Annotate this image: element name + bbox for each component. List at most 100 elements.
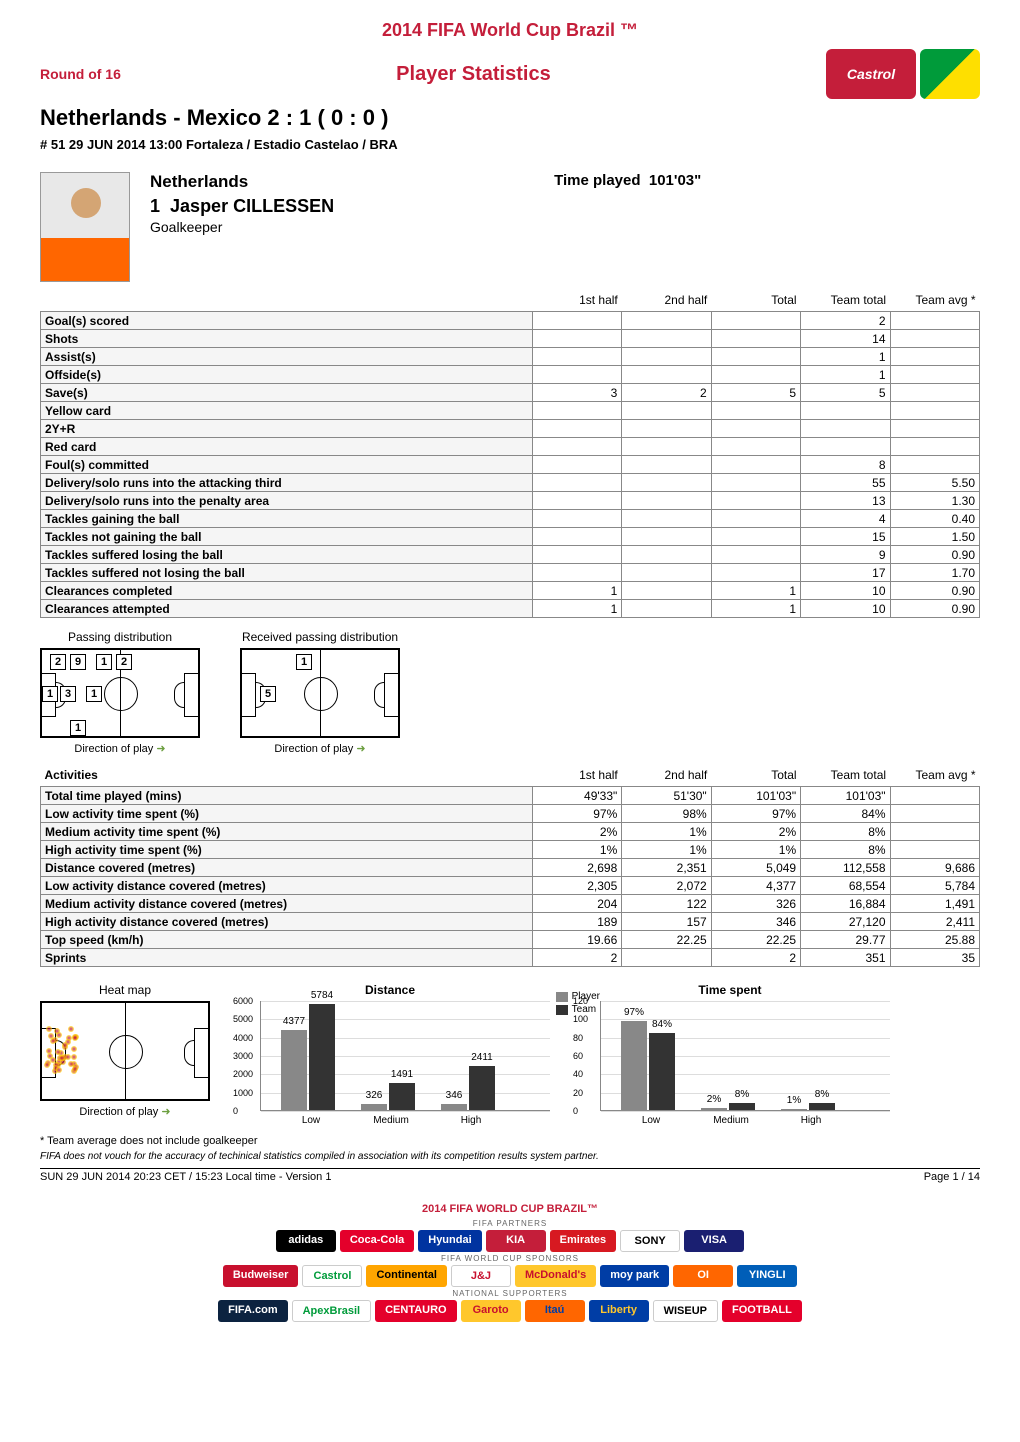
row-value: 13 <box>801 492 890 510</box>
row-value: 2 <box>711 949 800 967</box>
row-value: 0.90 <box>890 582 979 600</box>
row-value: 2% <box>532 823 621 841</box>
row-value <box>622 312 711 330</box>
match-meta: # 51 29 JUN 2014 13:00 Fortaleza / Estad… <box>40 137 980 152</box>
row-value <box>532 528 621 546</box>
row-value: 19.66 <box>532 931 621 949</box>
row-value <box>532 348 621 366</box>
row-value: 22.25 <box>622 931 711 949</box>
row-value <box>622 546 711 564</box>
row-value: 1.30 <box>890 492 979 510</box>
row-value: 1% <box>622 841 711 859</box>
x-tick: Medium <box>361 1115 421 1126</box>
table-row: Foul(s) committed8 <box>41 456 980 474</box>
x-tick: Low <box>621 1115 681 1126</box>
bar-value: 4377 <box>281 1016 307 1027</box>
row-value: 157 <box>622 913 711 931</box>
col-header: 1st half <box>532 292 621 312</box>
y-tick: 100 <box>573 1014 588 1024</box>
row-value: 1,491 <box>890 895 979 913</box>
row-label: Tackles suffered not losing the ball <box>41 564 533 582</box>
passing-dist-title: Passing distribution <box>40 630 200 644</box>
row-value: 2,072 <box>622 877 711 895</box>
sponsor-badge: adidas <box>276 1230 336 1252</box>
time-chart: Time spent 02040608010012097%84%Low2%8%M… <box>570 983 890 1123</box>
table-row: Sprints2235135 <box>41 949 980 967</box>
row-value: 5,049 <box>711 859 800 877</box>
row-label: Shots <box>41 330 533 348</box>
row-value: 84% <box>801 805 890 823</box>
table-row: Yellow card <box>41 402 980 420</box>
player-name: 1 Jasper CILLESSEN <box>150 196 334 217</box>
row-value <box>801 420 890 438</box>
bar: 4377 <box>281 1030 307 1110</box>
row-value <box>711 438 800 456</box>
row-value <box>711 456 800 474</box>
row-value <box>532 474 621 492</box>
row-label: Tackles suffered losing the ball <box>41 546 533 564</box>
row-value <box>890 787 979 805</box>
row-value: 10 <box>801 582 890 600</box>
row-value: 8 <box>801 456 890 474</box>
row-value: 10 <box>801 600 890 618</box>
row-value <box>532 564 621 582</box>
row-value <box>711 564 800 582</box>
sponsor-badge: Continental <box>366 1265 447 1287</box>
y-tick: 5000 <box>233 1014 253 1024</box>
row-label: Total time played (mins) <box>41 787 533 805</box>
row-value: 1 <box>801 366 890 384</box>
row-label: Clearances completed <box>41 582 533 600</box>
col-header: Total <box>711 292 800 312</box>
row-value: 2,698 <box>532 859 621 877</box>
row-value: 2,351 <box>622 859 711 877</box>
row-value <box>711 420 800 438</box>
table-row: Goal(s) scored2 <box>41 312 980 330</box>
col-header: Team avg * <box>890 292 979 312</box>
row-value <box>890 384 979 402</box>
sponsor-badge: Emirates <box>550 1230 616 1252</box>
row-value: 346 <box>711 913 800 931</box>
table-row: Top speed (km/h)19.6622.2522.2529.7725.8… <box>41 931 980 949</box>
col-header: Team total <box>801 767 890 787</box>
sponsor-badge: Castrol <box>302 1265 362 1287</box>
row-value: 5 <box>711 384 800 402</box>
row-value: 2 <box>532 949 621 967</box>
table-row: High activity distance covered (metres)1… <box>41 913 980 931</box>
bar: 5784 <box>309 1004 335 1110</box>
row-value: 0.40 <box>890 510 979 528</box>
col-header: 2nd half <box>622 767 711 787</box>
row-label: Clearances attempted <box>41 600 533 618</box>
row-value: 1 <box>711 582 800 600</box>
row-value: 17 <box>801 564 890 582</box>
table-row: Clearances attempted11100.90 <box>41 600 980 618</box>
row-value: 189 <box>532 913 621 931</box>
row-value: 2 <box>622 384 711 402</box>
row-value <box>532 510 621 528</box>
row-value: 98% <box>622 805 711 823</box>
row-value: 8% <box>801 841 890 859</box>
footnote-teamavg: * Team average does not include goalkeep… <box>40 1135 980 1147</box>
row-label: Medium activity distance covered (metres… <box>41 895 533 913</box>
row-value: 2,305 <box>532 877 621 895</box>
x-tick: Medium <box>701 1115 761 1126</box>
row-label: 2Y+R <box>41 420 533 438</box>
row-value: 5.50 <box>890 474 979 492</box>
row-value <box>711 474 800 492</box>
row-value <box>622 582 711 600</box>
row-value: 1 <box>532 582 621 600</box>
sponsor-badge: FIFA.com <box>218 1300 288 1322</box>
row-value <box>622 492 711 510</box>
fifa-wc-logo <box>920 49 980 99</box>
sponsors-footer: 2014 FIFA WORLD CUP BRAZIL™ FIFA PARTNER… <box>40 1203 980 1322</box>
zone-count: 1 <box>86 686 102 702</box>
row-value: 1 <box>801 348 890 366</box>
bar-value: 1% <box>781 1095 807 1106</box>
sponsor-badge: ApexBrasil <box>292 1300 371 1322</box>
row-value <box>532 366 621 384</box>
row-value <box>711 348 800 366</box>
row-value: 9 <box>801 546 890 564</box>
row-value: 112,558 <box>801 859 890 877</box>
player-number: 1 <box>150 196 160 216</box>
sponsor-badge: OI <box>673 1265 733 1287</box>
y-tick: 2000 <box>233 1069 253 1079</box>
